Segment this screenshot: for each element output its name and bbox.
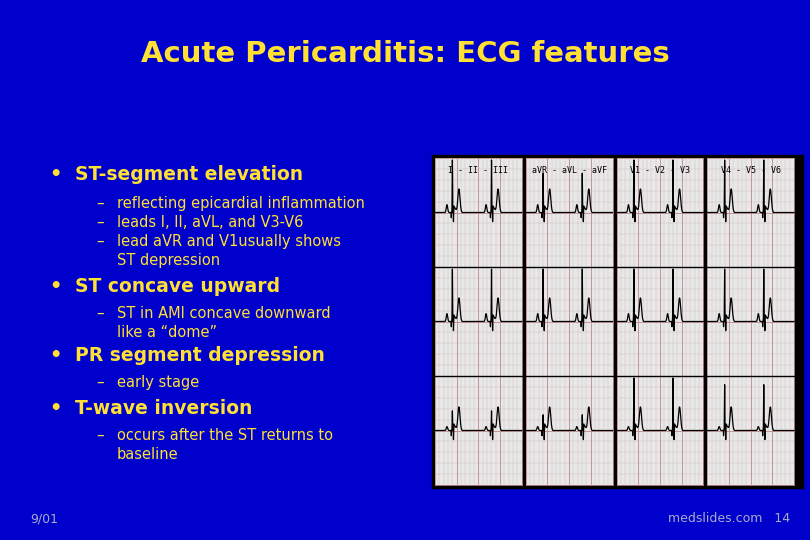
Text: ST concave upward: ST concave upward — [75, 277, 280, 296]
Text: 9/01: 9/01 — [30, 512, 58, 525]
Text: I - II - III: I - II - III — [449, 166, 509, 175]
Text: –: – — [96, 196, 104, 211]
Text: –: – — [96, 428, 104, 443]
Text: –: – — [96, 215, 104, 230]
Text: V1 - V2 - V3: V1 - V2 - V3 — [630, 166, 690, 175]
Text: ST in AMI concave downward
like a “dome”: ST in AMI concave downward like a “dome” — [117, 306, 330, 340]
Text: •: • — [49, 399, 62, 418]
Text: medslides.com   14: medslides.com 14 — [668, 512, 790, 525]
Text: PR segment depression: PR segment depression — [75, 346, 325, 365]
Text: •: • — [49, 277, 62, 296]
Text: V4 - V5 - V6: V4 - V5 - V6 — [721, 166, 781, 175]
Text: aVR - aVL - aVF: aVR - aVL - aVF — [531, 166, 607, 175]
Text: –: – — [96, 375, 104, 390]
Text: T-wave inversion: T-wave inversion — [75, 399, 253, 418]
Text: leads I, II, aVL, and V3-V6: leads I, II, aVL, and V3-V6 — [117, 215, 304, 230]
Bar — [616, 158, 703, 485]
Bar — [526, 158, 612, 485]
Bar — [435, 158, 522, 485]
Text: reflecting epicardial inflammation: reflecting epicardial inflammation — [117, 196, 364, 211]
Text: Acute Pericarditis: ECG features: Acute Pericarditis: ECG features — [141, 40, 669, 68]
Text: •: • — [49, 346, 62, 365]
Text: early stage: early stage — [117, 375, 199, 390]
Bar — [707, 158, 794, 485]
Text: •: • — [49, 165, 62, 184]
Text: ST-segment elevation: ST-segment elevation — [75, 165, 303, 184]
Text: –: – — [96, 234, 104, 249]
Text: lead aVR and V1usually shows
ST depression: lead aVR and V1usually shows ST depressi… — [117, 234, 341, 268]
Text: –: – — [96, 306, 104, 321]
Bar — [432, 155, 803, 488]
Text: occurs after the ST returns to
baseline: occurs after the ST returns to baseline — [117, 428, 333, 462]
